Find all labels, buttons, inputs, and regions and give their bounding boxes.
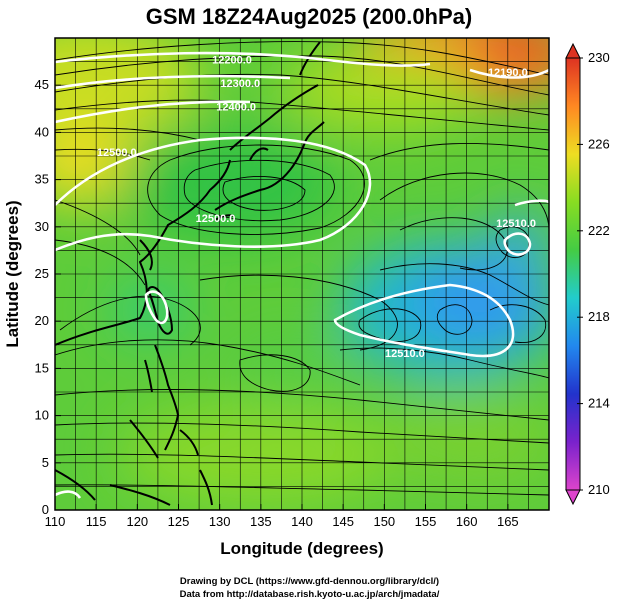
contour-labels: 12200.0 12300.0 12400.0 12500.0 12500.0 12190… [97,54,536,360]
y-axis: 0 5 10 15 20 25 30 35 40 45 [35,77,61,517]
y-tick-label: 20 [35,313,49,328]
x-tick-label: 110 [45,514,66,529]
contour-label: 12500.0 [97,147,137,159]
contour-label: 12190.0 [488,67,528,79]
contour-label: 12510.0 [496,218,536,230]
contour-label: 12400.0 [216,102,256,114]
height-contours [55,51,549,499]
colorbar-tick-label: 218 [588,309,610,324]
x-tick-label: 165 [497,514,519,529]
x-tick-label: 120 [126,514,148,529]
colorbar: 210 214 218 222 226 230 [565,42,610,506]
y-axis-title: Latitude (degrees) [3,200,22,347]
colorbar-max-arrow [565,42,581,59]
x-tick-label: 160 [456,514,478,529]
y-tick-label: 35 [35,172,49,187]
credit-dcl: Drawing by DCL (https://www.gfd-dennou.o… [179,576,440,587]
colorbar-tick-label: 222 [588,223,610,238]
y-tick-label: 5 [42,455,49,470]
y-tick-label: 45 [35,77,49,92]
y-tick-label: 25 [35,266,49,281]
x-axis: 110 115 120 125 130 135 140 145 150 155 160 165 [45,504,519,529]
grid-lines [55,38,549,510]
x-tick-label: 155 [415,514,437,529]
colorbar-tick-label: 214 [588,396,610,411]
x-tick-label: 115 [86,514,107,529]
x-tick-label: 140 [291,514,313,529]
x-axis-title: Longitude (degrees) [220,539,383,558]
contour-label: 12510.0 [385,348,425,360]
x-tick-label: 145 [332,514,354,529]
colorbar-min-arrow [565,489,581,506]
credit-data-source: Data from http://database.rish.kyoto-u.a… [179,589,440,600]
contour-label: 12500.0 [196,213,236,225]
x-tick-label: 135 [250,514,272,529]
x-tick-label: 150 [373,514,395,529]
chart-title: GSM 18Z24Aug2025 (200.0hPa) [146,4,472,29]
colorbar-tick-label: 226 [588,136,610,151]
x-tick-label: 125 [168,514,190,529]
y-tick-label: 40 [35,124,49,139]
y-tick-label: 10 [35,408,49,423]
temperature-field [55,38,549,505]
contour-label: 12200.0 [212,54,252,66]
colorbar-tick-label: 230 [588,50,610,65]
y-tick-label: 30 [35,219,49,234]
colorbar-scale [565,57,581,491]
y-tick-label: 0 [42,502,49,517]
streamlines [55,41,549,496]
x-tick-label: 130 [209,514,231,529]
contour-label: 12300.0 [220,78,260,90]
colorbar-tick-label: 210 [588,482,610,497]
y-tick-label: 15 [35,360,49,375]
plot-area: 12200.0 12300.0 12400.0 12500.0 12500.0 12190… [55,38,549,510]
coastlines [55,41,325,506]
